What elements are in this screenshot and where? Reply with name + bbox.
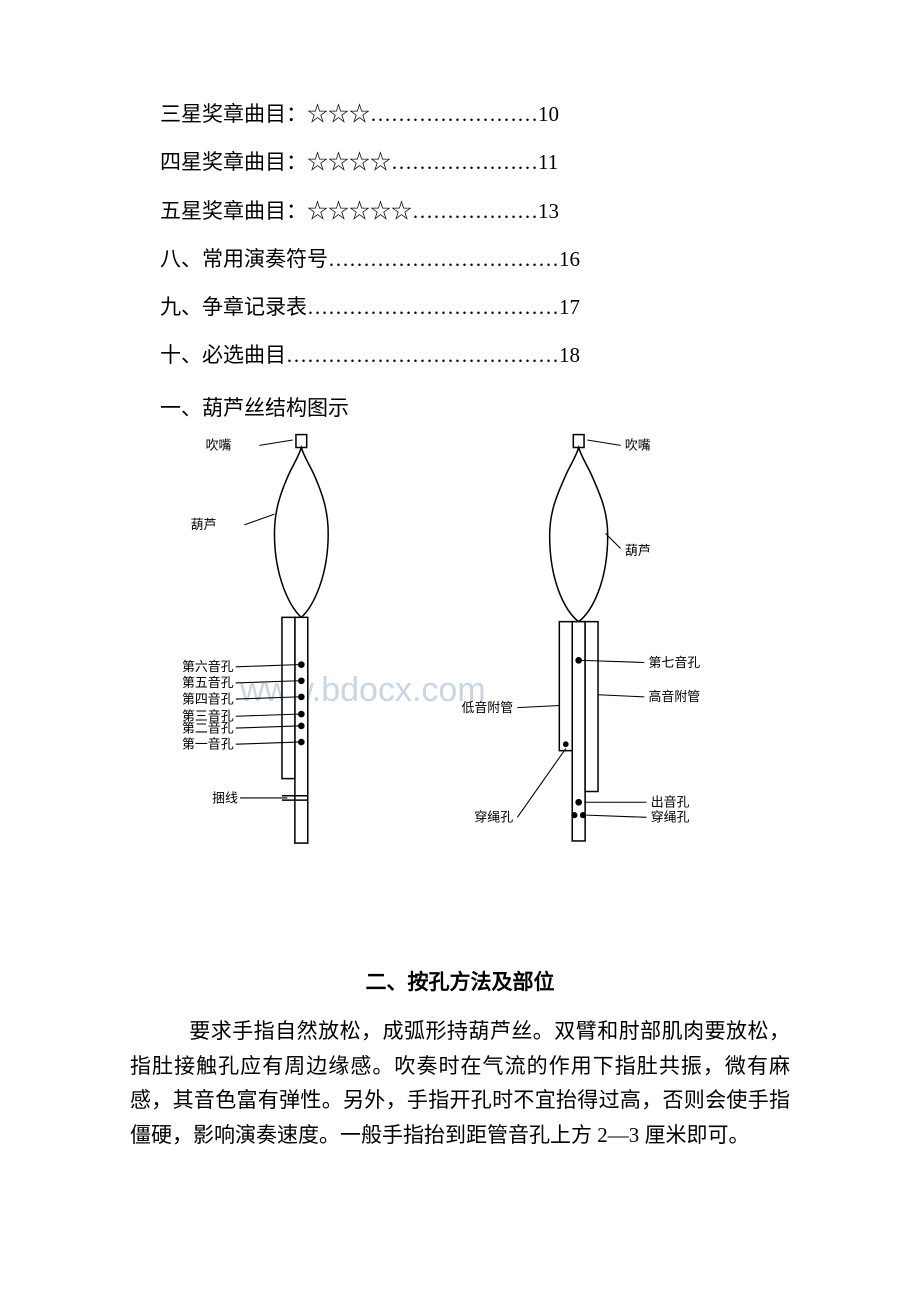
svg-text:葫芦: 葫芦 <box>191 518 217 532</box>
toc-line: 八、常用演奏符号……………………………16 <box>160 235 790 283</box>
svg-text:吹嘴: 吹嘴 <box>625 439 651 453</box>
hulusi-diagram: www.bdocx.com <box>160 426 720 856</box>
section-1-title: 一、葫芦丝结构图示 <box>160 384 790 432</box>
svg-text:第七音孔: 第七音孔 <box>649 655 701 670</box>
svg-text:穿绳孔: 穿绳孔 <box>474 810 513 825</box>
paragraph-text: 要求手指自然放松，成弧形持葫芦丝。双臂和肘部肌肉要放松，指肚接触孔应有周边缘感。… <box>130 1019 790 1147</box>
section-2-title: 二、按孔方法及部位 <box>130 966 790 996</box>
svg-text:穿绳孔: 穿绳孔 <box>651 810 690 825</box>
svg-text:葫芦: 葫芦 <box>625 544 651 558</box>
svg-text:第一音孔: 第一音孔 <box>182 737 234 752</box>
toc-line: 十、必选曲目…………………………………18 <box>160 331 790 379</box>
svg-text:第四音孔: 第四音孔 <box>182 691 234 706</box>
svg-text:捆线: 捆线 <box>212 791 238 805</box>
svg-text:出音孔: 出音孔 <box>651 795 690 810</box>
svg-text:吹嘴: 吹嘴 <box>206 439 232 453</box>
svg-text:高音附管: 高音附管 <box>649 689 701 704</box>
hulusi-svg: 吹嘴 葫芦 第六音孔 第五音孔 第四音孔 第三音孔 第二音孔 第一音孔 捆线 吹… <box>160 426 720 856</box>
toc-line: 五星奖章曲目：☆☆☆☆☆………………13 <box>160 187 790 235</box>
svg-text:低音附管: 低音附管 <box>462 700 514 715</box>
toc-line: 九、争章记录表………………………………17 <box>160 283 790 331</box>
svg-text:第二音孔: 第二音孔 <box>182 720 234 735</box>
svg-text:第五音孔: 第五音孔 <box>182 675 234 690</box>
body-paragraph: 要求手指自然放松，成弧形持葫芦丝。双臂和肘部肌肉要放松，指肚接触孔应有周边缘感。… <box>130 1014 790 1153</box>
toc-line: 三星奖章曲目：☆☆☆……………………10 <box>160 90 790 138</box>
toc-line: 四星奖章曲目：☆☆☆☆…………………11 <box>160 138 790 186</box>
svg-text:第六音孔: 第六音孔 <box>182 659 234 674</box>
